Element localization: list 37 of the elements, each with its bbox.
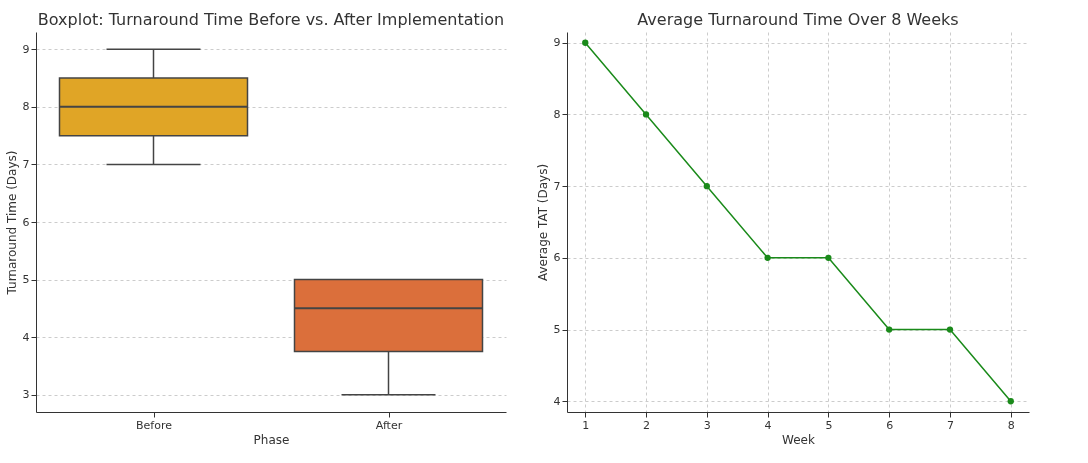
x-tick-label: 6 bbox=[886, 418, 894, 432]
point bbox=[642, 111, 650, 118]
y-axis-title: Turnaround Time (Days) bbox=[4, 150, 19, 296]
chart-title: Average Turnaround Time Over 8 Weeks bbox=[637, 10, 959, 29]
y-tick-label: 5 bbox=[553, 323, 561, 337]
y-tick-label: 6 bbox=[22, 215, 30, 229]
y-tick-label: 5 bbox=[22, 273, 30, 287]
x-tick-label: 3 bbox=[703, 418, 711, 432]
x-tick-label: After bbox=[375, 418, 403, 432]
y-tick-label: 9 bbox=[22, 42, 30, 56]
x-axis-title: Phase bbox=[253, 432, 290, 447]
y-tick-label: 4 bbox=[553, 394, 561, 408]
point bbox=[825, 254, 832, 261]
point bbox=[582, 39, 589, 46]
y-tick-label: 7 bbox=[22, 157, 30, 171]
x-tick-label: 2 bbox=[643, 418, 651, 432]
y-tick-label: 8 bbox=[22, 100, 30, 114]
x-tick-label: 7 bbox=[946, 418, 954, 432]
y-tick-label: 7 bbox=[553, 179, 561, 193]
y-tick-label: 3 bbox=[22, 388, 30, 402]
x-tick-label: 1 bbox=[582, 418, 590, 432]
chart-title: Boxplot: Turnaround Time Before vs. After Implementation bbox=[37, 10, 505, 29]
y-axis-title: Average TAT (Days) bbox=[535, 163, 550, 282]
y-tick-label: 6 bbox=[553, 251, 561, 265]
point bbox=[946, 326, 954, 333]
x-tick-label: Before bbox=[136, 418, 173, 432]
y-tick-label: 4 bbox=[22, 330, 30, 344]
x-tick-label: 5 bbox=[825, 418, 833, 432]
x-tick-label: 8 bbox=[1007, 418, 1015, 432]
point bbox=[703, 183, 710, 190]
x-tick-label: 4 bbox=[764, 418, 772, 432]
x-axis-title: Week bbox=[782, 432, 815, 447]
point bbox=[1007, 398, 1014, 405]
point bbox=[886, 326, 893, 333]
y-tick-label: 9 bbox=[553, 36, 561, 50]
point bbox=[764, 254, 771, 261]
y-tick-label: 8 bbox=[553, 107, 561, 121]
